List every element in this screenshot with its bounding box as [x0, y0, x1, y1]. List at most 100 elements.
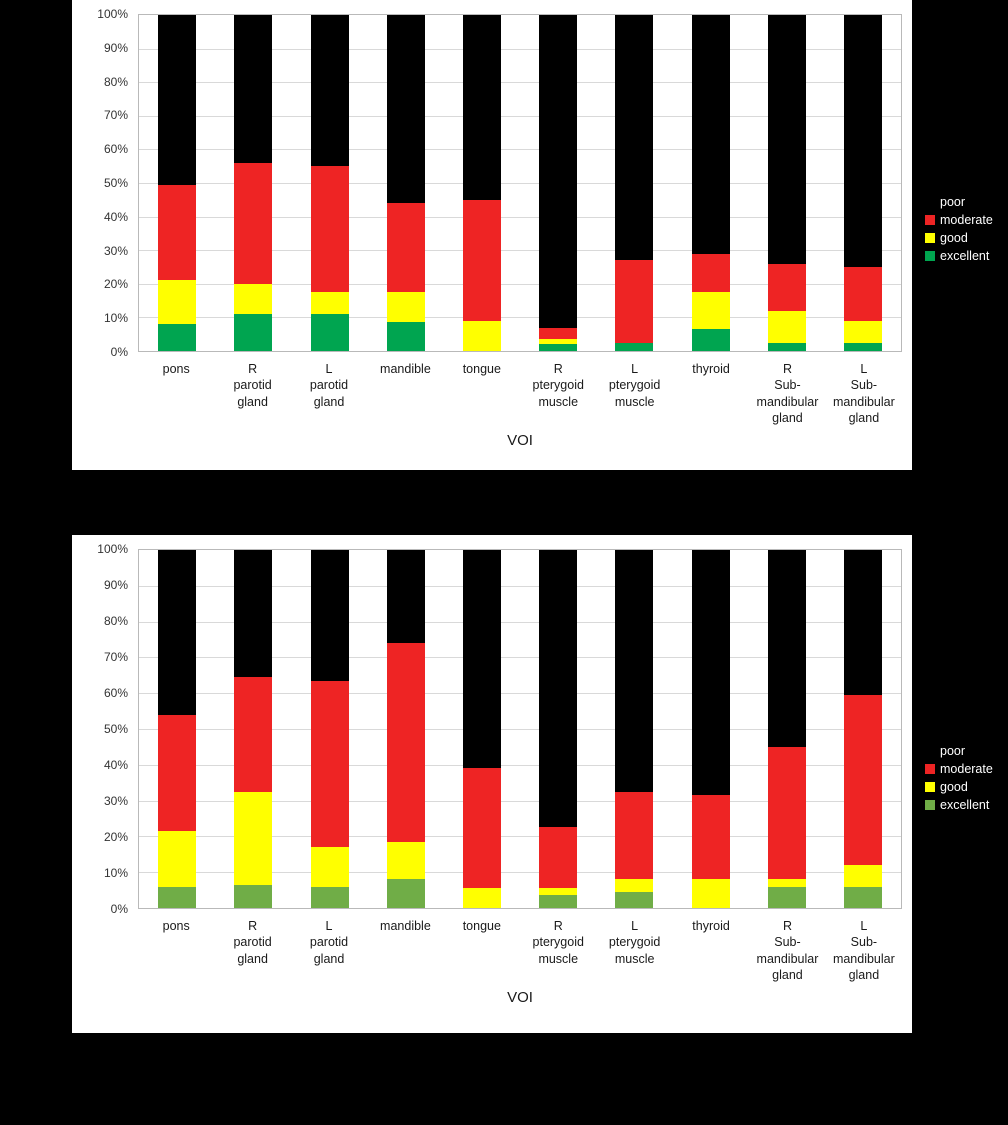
- legend-swatch-icon: [925, 233, 935, 243]
- bar-segment-poor: [539, 550, 578, 828]
- gridline: [139, 82, 901, 84]
- upper-chart-plot-row: 100% 90% 80% 70% 60% 50% 40% 30% 20% 10% 0%: [78, 7, 902, 359]
- bar-segment-excellent: [843, 342, 882, 351]
- bar-segment-poor: [234, 15, 273, 163]
- bar-segment-poor: [767, 550, 806, 747]
- bar-segment-good: [539, 339, 578, 345]
- lower-chart-panel: 100% 90% 80% 70% 60% 50% 40% 30% 20% 10% 0% pons R …: [72, 535, 912, 1033]
- y-tick-label: 0%: [110, 345, 128, 359]
- x-category-label: thyroid: [692, 362, 730, 376]
- legend-swatch-icon: [925, 197, 935, 207]
- bar-segment-poor: [310, 15, 349, 167]
- upper-x-axis-labels: pons R parotid gland L parotid gland mandib…: [138, 361, 902, 426]
- bar-segment-poor: [615, 550, 654, 792]
- y-tick-label: 40%: [103, 209, 128, 224]
- gridline: [139, 183, 901, 184]
- bar-segment-good: [234, 791, 273, 885]
- legend-label: good: [940, 780, 968, 794]
- bar-category: [672, 550, 748, 908]
- bar-segment-good: [310, 292, 349, 315]
- stacked-bar: [691, 550, 730, 908]
- gridline: [139, 693, 901, 695]
- bar-segment-poor: [691, 15, 730, 254]
- legend-label: moderate: [940, 213, 993, 227]
- legend-label: poor: [940, 744, 966, 758]
- bar-segment-poor: [386, 15, 425, 204]
- gridline: [139, 216, 901, 218]
- y-tick-label: 50%: [103, 176, 128, 190]
- bar-segment-good: [462, 888, 501, 908]
- bar-segment-moderate: [310, 166, 349, 293]
- gridline: [139, 317, 901, 319]
- gridline: [139, 48, 901, 50]
- bar-category: [215, 550, 291, 908]
- stacked-bar: [539, 15, 578, 351]
- y-tick-label: 70%: [103, 108, 128, 123]
- x-category-label: L pterygoid muscle: [608, 919, 661, 966]
- x-category-label: R pterygoid muscle: [532, 919, 584, 966]
- bar-segment-excellent: [234, 884, 273, 908]
- bar-category: [596, 550, 672, 908]
- stacked-bar: [462, 550, 501, 908]
- lower-plot-area: [138, 549, 902, 909]
- bar-segment-poor: [310, 550, 349, 681]
- y-tick-label: 100%: [97, 7, 128, 21]
- bar-segment-moderate: [158, 184, 197, 281]
- bar-category: [749, 15, 825, 351]
- x-category-label: L Sub- mandibular gland: [832, 919, 895, 982]
- gridline: [139, 872, 901, 874]
- gridline: [139, 764, 901, 766]
- stacked-bar: [234, 550, 273, 908]
- bar-category: [520, 550, 596, 908]
- bar-category: [596, 15, 672, 351]
- stacked-bar: [767, 15, 806, 351]
- legend-label: excellent: [940, 798, 990, 812]
- bar-category: [672, 15, 748, 351]
- y-tick-label: 80%: [103, 614, 128, 628]
- legend-swatch-icon: [925, 800, 935, 810]
- bar-segment-moderate: [234, 677, 273, 792]
- y-tick-label: 10%: [103, 311, 128, 326]
- bar-segment-moderate: [843, 695, 882, 866]
- stacked-bar: [386, 15, 425, 351]
- upper-x-axis-title: VOI: [507, 432, 533, 449]
- gridline: [139, 283, 901, 285]
- gridline: [139, 836, 901, 838]
- lower-x-axis-title: VOI: [507, 989, 533, 1006]
- legend-item-moderate: moderate: [925, 211, 1007, 229]
- bar-segment-poor: [843, 550, 882, 696]
- x-category-label: mandible: [380, 919, 431, 933]
- x-category-label: pons: [162, 919, 190, 933]
- upper-chart-panel: 100% 90% 80% 70% 60% 50% 40% 30% 20% 10% 0% pons R …: [72, 0, 912, 470]
- legend-label: good: [940, 231, 968, 245]
- bar-segment-moderate: [158, 714, 197, 832]
- bar-segment-poor: [691, 550, 730, 796]
- bar-segment-poor: [158, 15, 197, 185]
- bar-segment-poor: [615, 15, 654, 261]
- lower-legend: poor moderate good excellent: [925, 742, 1007, 814]
- bar-segment-moderate: [310, 680, 349, 848]
- bar-category: [215, 15, 291, 351]
- y-tick-label: 90%: [103, 578, 128, 592]
- bar-segment-excellent: [234, 314, 273, 351]
- y-tick-label: 20%: [103, 830, 128, 844]
- bar-segment-poor: [843, 15, 882, 268]
- stacked-bar: [539, 550, 578, 908]
- stacked-bar: [310, 15, 349, 351]
- legend-item-poor: poor: [925, 742, 1007, 760]
- lower-y-axis: 100% 90% 80% 70% 60% 50% 40% 30% 20% 10% 0%: [78, 542, 138, 916]
- bar-segment-excellent: [158, 886, 197, 908]
- x-category-label: R parotid gland: [233, 919, 272, 966]
- bar-segment-moderate: [767, 263, 806, 311]
- x-category-label: R Sub- mandibular gland: [756, 362, 819, 425]
- bar-category: [520, 15, 596, 351]
- bar-segment-moderate: [539, 827, 578, 889]
- bar-segment-moderate: [843, 267, 882, 321]
- bar-segment-excellent: [158, 324, 197, 351]
- lower-chart-plot-row: 100% 90% 80% 70% 60% 50% 40% 30% 20% 10% 0%: [78, 542, 902, 916]
- x-category-label: mandible: [380, 362, 431, 376]
- stacked-bar: [615, 15, 654, 351]
- upper-y-axis: 100% 90% 80% 70% 60% 50% 40% 30% 20% 10% 0%: [78, 7, 138, 359]
- x-category-label: tongue: [462, 919, 501, 933]
- bar-category: [139, 550, 215, 908]
